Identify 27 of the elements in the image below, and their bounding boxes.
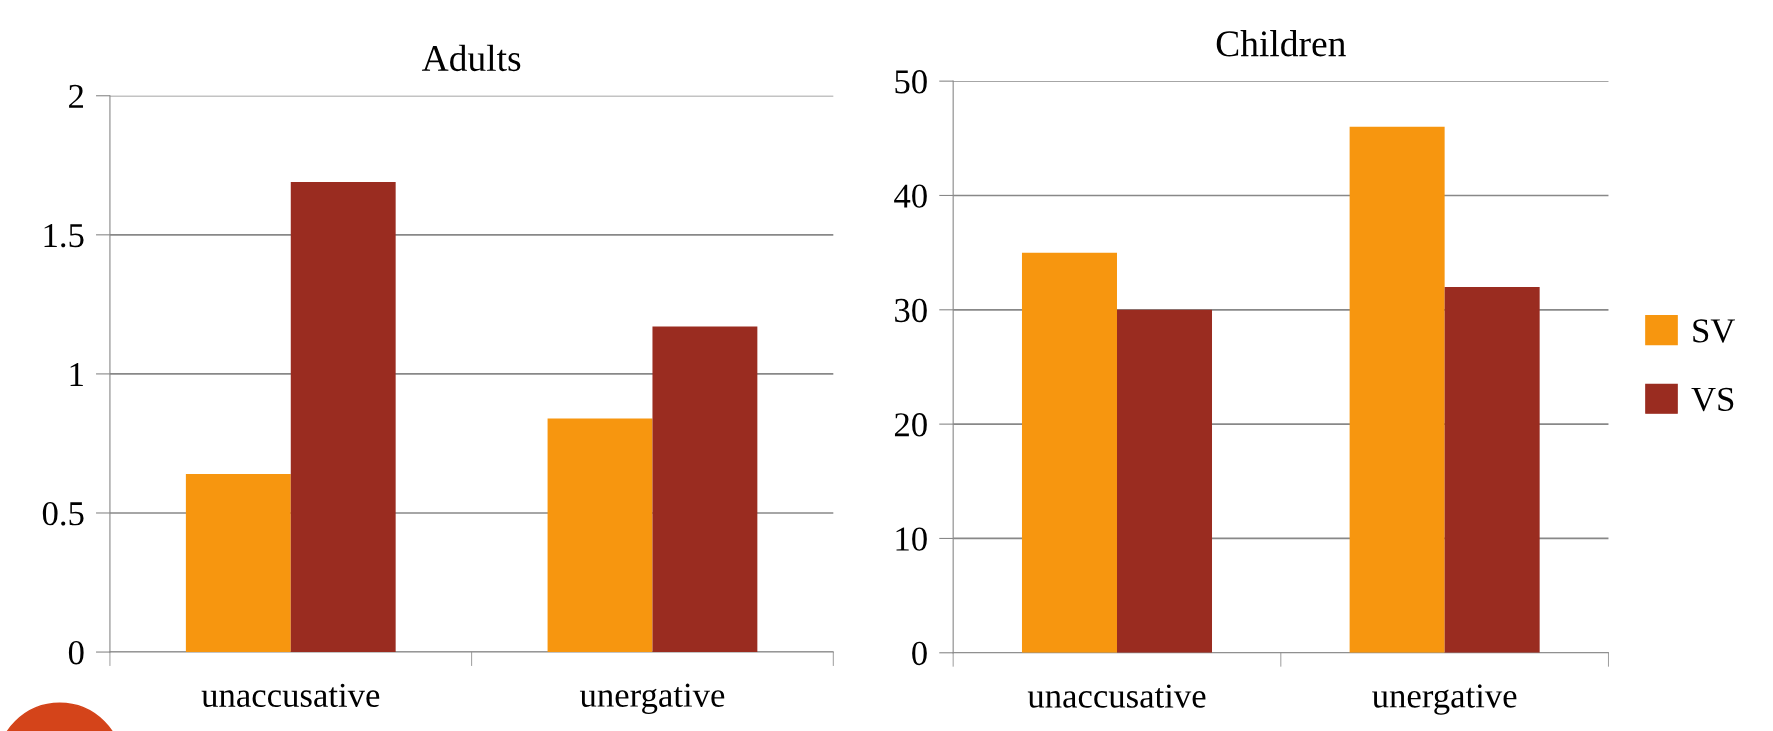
x-tick-label: unergative (1372, 684, 1517, 715)
bar (290, 181, 396, 653)
x-tick-label: unaccusative (1027, 684, 1206, 708)
y-tick-label: 1.5 (44, 223, 84, 248)
y-tick-label: 1 (70, 363, 83, 386)
y-tick-label: 10 (896, 527, 927, 551)
bar (1444, 286, 1540, 653)
x-tick-label: unergative (579, 683, 725, 715)
y-tick-label: 20 (894, 413, 927, 437)
y-tick-label: 2 (69, 84, 84, 108)
bar (1349, 126, 1445, 653)
chart-title: Adults (421, 44, 521, 72)
y-tick-label: 50 (895, 70, 927, 94)
bar (185, 474, 291, 653)
y-tick-label: 0.5 (42, 501, 84, 526)
bar (1116, 309, 1213, 653)
y-tick-label: 0 (912, 641, 927, 666)
chart-title: Children (1216, 30, 1346, 57)
bar (652, 326, 758, 653)
y-tick-label: 0 (68, 641, 84, 665)
y-tick-label: 40 (894, 184, 927, 208)
legend-label: SV (1693, 319, 1736, 343)
bar (1021, 252, 1117, 653)
legend-label: VS (1691, 387, 1734, 412)
bar (547, 418, 653, 653)
x-tick-label: unaccusative (201, 683, 380, 708)
y-tick-label: 30 (895, 298, 927, 323)
